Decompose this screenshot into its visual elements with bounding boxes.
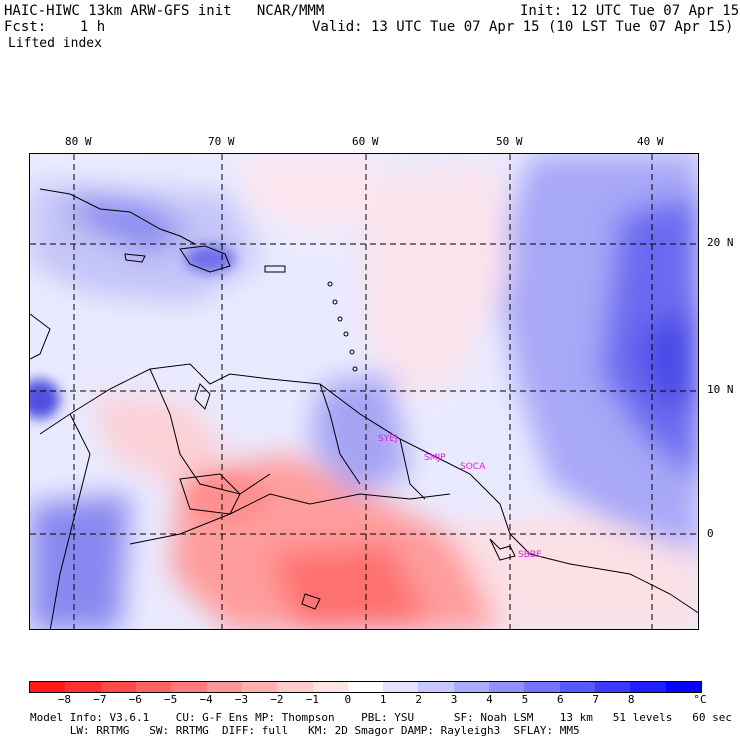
coast-amazon-mouth bbox=[489, 538, 516, 561]
coast-jamaica bbox=[124, 253, 146, 263]
colorbar-tick-label: −2 bbox=[270, 693, 284, 706]
colorbar-swatch bbox=[347, 682, 384, 692]
colorbar-swatch bbox=[489, 682, 525, 692]
colorbar-tick-label: 8 bbox=[627, 693, 635, 706]
colorbar-swatch bbox=[100, 682, 136, 692]
border-colombia-venezuela bbox=[149, 368, 271, 495]
coast-hispaniola bbox=[179, 245, 231, 273]
lifted-index-map bbox=[30, 154, 698, 629]
field-colombia-pink bbox=[90, 394, 230, 484]
colorbar-tick-label: −6 bbox=[128, 693, 142, 706]
colorbar-tick-label: −3 bbox=[234, 693, 249, 706]
lat-label-0: 0 bbox=[707, 527, 714, 540]
model-title: HAIC-HIWC 13km ARW-GFS init NCAR/MMM bbox=[4, 3, 325, 19]
map-panel: SYEJ SMJP SOCA SBBE bbox=[29, 153, 699, 630]
colorbar-tick-label: 6 bbox=[557, 693, 564, 706]
colorbar-swatch bbox=[65, 682, 101, 692]
contour-venezuela bbox=[179, 473, 241, 515]
station-syej: SYEJ bbox=[378, 434, 398, 444]
lon-label-60w: 60 W bbox=[352, 135, 379, 148]
coast-venezuela-colombia bbox=[39, 363, 501, 505]
colorbar-tick-label: 0 bbox=[344, 693, 352, 706]
lat-label-10n: 10 N bbox=[707, 383, 734, 396]
colorbar-tick-label: −4 bbox=[199, 693, 213, 706]
colorbar-tick-label: −8 bbox=[57, 693, 72, 706]
colorbar-tick-label: 3 bbox=[450, 693, 458, 706]
station-soca: SOCA bbox=[460, 462, 486, 472]
colorbar-swatch bbox=[30, 682, 66, 692]
station-smjp: SMJP bbox=[424, 453, 446, 463]
field-amazon-red-core bbox=[270, 544, 430, 629]
field-mid-ocean-pink bbox=[360, 164, 510, 404]
field-shading bbox=[30, 154, 698, 629]
colorbar bbox=[29, 681, 702, 693]
model-info-line1: Model Info: V3.6.1 CU: G-F Ens MP: Thomp… bbox=[30, 711, 732, 724]
colorbar-tick-label: 7 bbox=[592, 693, 600, 706]
lat-label-20n: 20 N bbox=[707, 236, 734, 249]
colorbar-swatch bbox=[665, 682, 701, 692]
colorbar-tick-label: 1 bbox=[379, 693, 387, 706]
colorbar-swatch bbox=[418, 682, 454, 692]
colorbar-swatch bbox=[630, 682, 666, 692]
colorbar-swatch bbox=[241, 682, 278, 692]
colorbar-swatch bbox=[453, 682, 490, 692]
model-info-line2: LW: RRTMG SW: RRTMG DIFF: full KM: 2D Sm… bbox=[30, 724, 580, 737]
colorbar-tick-label: −7 bbox=[93, 693, 107, 706]
border-guyana-suriname bbox=[399, 438, 426, 500]
colorbar-tick-label: 2 bbox=[415, 693, 422, 706]
field-andes-blue bbox=[30, 494, 130, 629]
border-venezuela-guyana bbox=[319, 383, 361, 485]
forecast-hour: Fcst: 1 h bbox=[4, 19, 106, 35]
colorbar-swatch bbox=[312, 682, 348, 692]
coast-puerto-rico bbox=[264, 265, 286, 273]
colorbar-unit: °C bbox=[693, 693, 707, 706]
coast-cuba bbox=[39, 188, 196, 245]
colorbar-swatch bbox=[595, 682, 631, 692]
lon-label-50w: 50 W bbox=[496, 135, 523, 148]
colorbar-swatch bbox=[559, 682, 595, 692]
field-south-pink bbox=[450, 514, 698, 629]
field-name: Lifted index bbox=[8, 36, 102, 51]
coast-pacific bbox=[49, 413, 91, 629]
colorbar-swatch bbox=[383, 682, 419, 692]
colorbar-tick-label: 5 bbox=[521, 693, 529, 706]
valid-time: Valid: 13 UTC Tue 07 Apr 15 (10 LST Tue … bbox=[312, 19, 734, 35]
contour-amazon bbox=[301, 593, 321, 610]
border-brazil bbox=[129, 493, 451, 545]
field-east-core bbox=[640, 305, 698, 414]
colorbar-swatch bbox=[206, 682, 242, 692]
colorbar-tick-label: −5 bbox=[164, 693, 178, 706]
lon-label-40w: 40 W bbox=[637, 135, 664, 148]
lon-label-70w: 70 W bbox=[208, 135, 235, 148]
colorbar-tick-label: −1 bbox=[305, 693, 319, 706]
station-sbbe: SBBE bbox=[518, 550, 542, 560]
field-guiana-blue bbox=[310, 374, 410, 494]
colorbar-swatch bbox=[135, 682, 172, 692]
graticule bbox=[30, 154, 698, 629]
contour-lake-maracaibo bbox=[194, 383, 211, 410]
field-mid-ocean-pink-2 bbox=[240, 154, 380, 234]
colorbar-swatch bbox=[524, 682, 560, 692]
lesser-antilles bbox=[327, 281, 358, 372]
colorbar-swatch bbox=[277, 682, 313, 692]
lon-label-80w: 80 W bbox=[65, 135, 92, 148]
colorbar-swatch bbox=[171, 682, 207, 692]
init-time: Init: 12 UTC Tue 07 Apr 15 bbox=[520, 3, 740, 19]
coast-central-america bbox=[30, 313, 51, 360]
field-pacific-blue bbox=[30, 379, 60, 419]
colorbar-tick-label: 4 bbox=[486, 693, 493, 706]
